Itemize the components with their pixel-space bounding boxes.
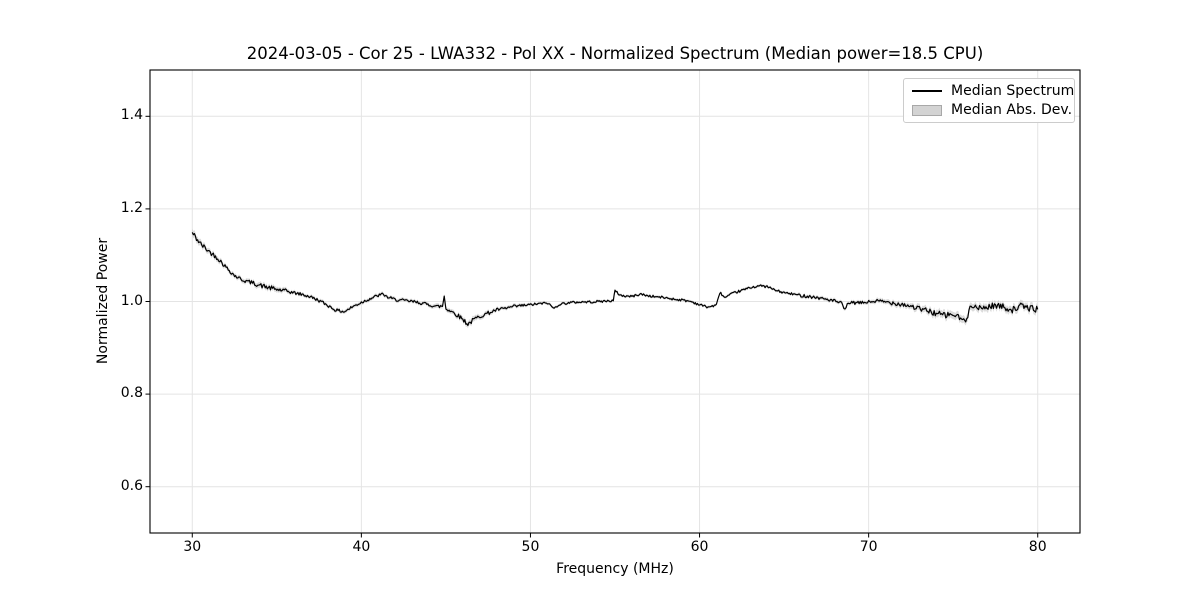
- x-tick-label-30: 30: [183, 539, 202, 555]
- legend: Median Spectrum Median Abs. Dev.: [903, 78, 1075, 123]
- y-tick-label-1.2: 1.2: [120, 199, 143, 216]
- chart-title: 2024-03-05 - Cor 25 - LWA332 - Pol XX - …: [246, 44, 984, 63]
- mad-band: [192, 228, 1038, 329]
- y-tick-label-1: 1.0: [120, 292, 143, 309]
- x-axis-label: Frequency (MHz): [556, 561, 674, 577]
- legend-line-swatch: [912, 89, 942, 92]
- x-tick-label-60: 60: [690, 539, 709, 555]
- x-tick-label-80: 80: [1028, 539, 1047, 555]
- legend-patch-swatch: [912, 104, 942, 116]
- legend-label-median-abs-dev: Median Abs. Dev.: [951, 102, 1073, 119]
- x-tick-label-40: 40: [352, 539, 371, 555]
- y-tick-label-1.4: 1.4: [120, 107, 143, 124]
- legend-entry-median-abs-dev: Median Abs. Dev.: [908, 102, 1073, 120]
- y-tick-label-0.8: 0.8: [120, 385, 143, 402]
- y-tick-label-0.6: 0.6: [120, 477, 143, 494]
- median-spectrum-line: [191, 232, 1039, 327]
- x-tick-label-50: 50: [521, 539, 540, 555]
- legend-entry-median-spectrum: Median Spectrum: [908, 82, 1074, 100]
- legend-label-median-spectrum: Median Spectrum: [951, 82, 1075, 99]
- x-tick-label-70: 70: [859, 539, 878, 555]
